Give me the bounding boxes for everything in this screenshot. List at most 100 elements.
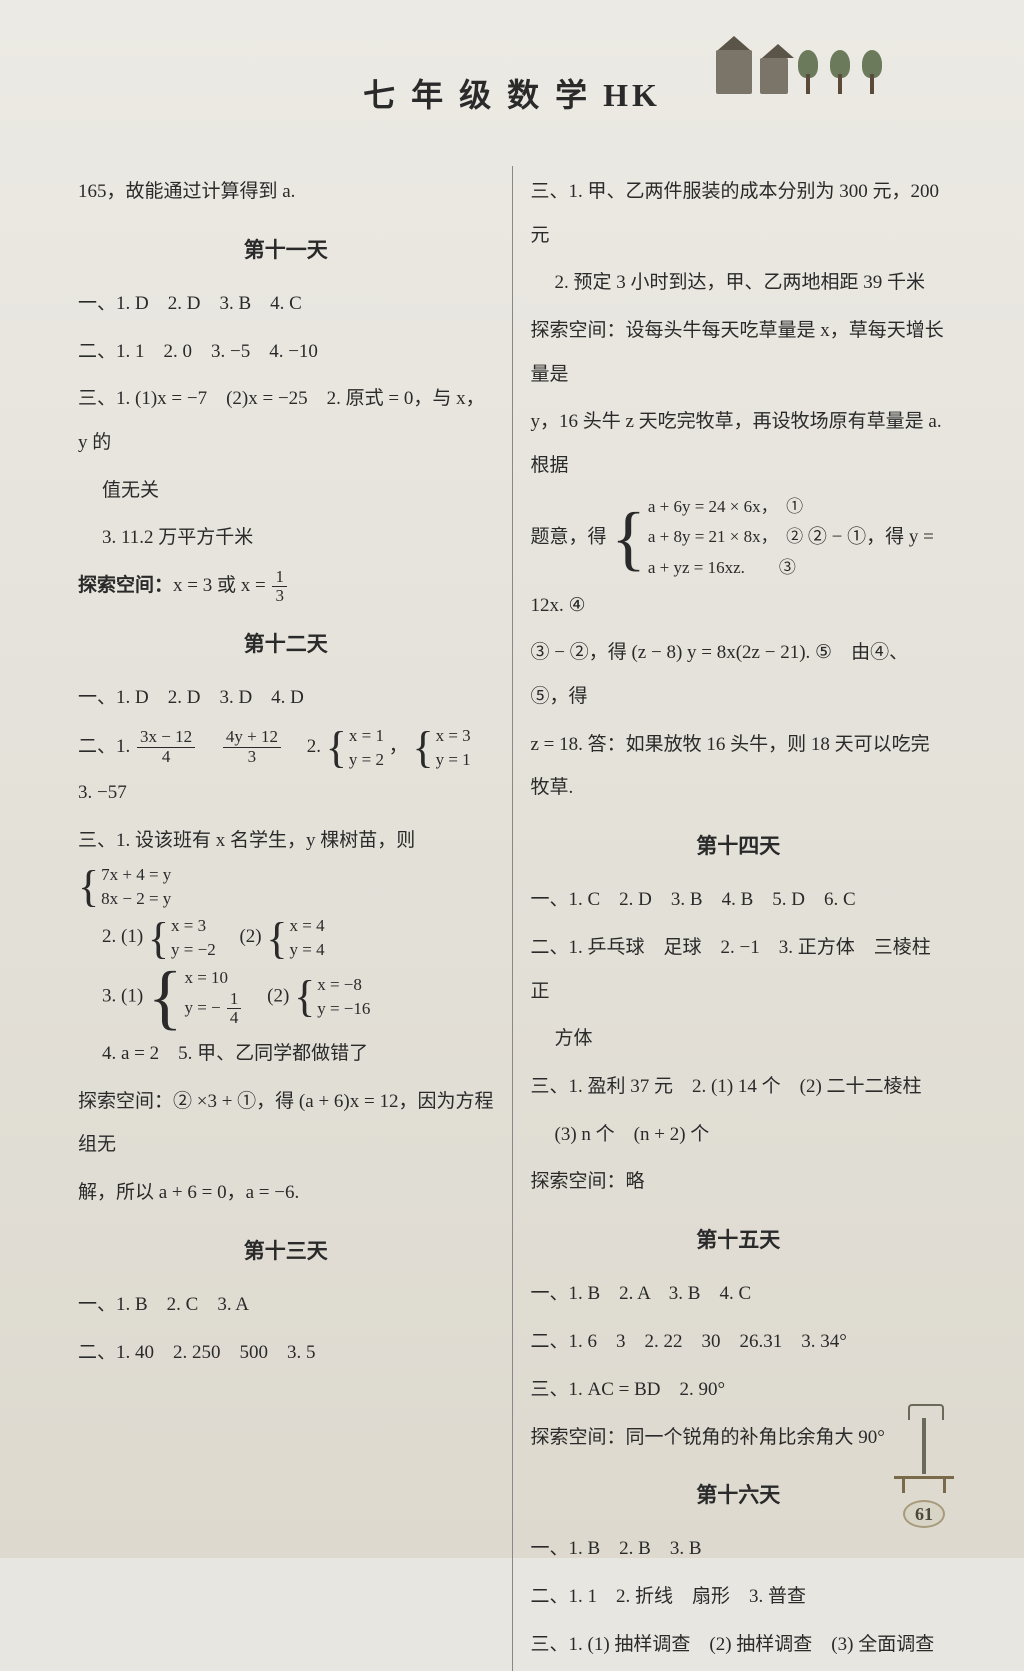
equation: x = 1 (349, 724, 384, 748)
equation: a + 6y = 24 × 6x， ① (648, 492, 803, 523)
brace-icon: { (294, 979, 315, 1014)
answer-line: (3) n 个 (n + 2) 个 (531, 1113, 947, 1157)
brace-system: { x = 3 y = 1 (412, 724, 470, 772)
answer-line: 2. 预定 3 小时到达，甲、乙两地相距 39 千米 (531, 261, 947, 305)
answer-line: 二、1. 1 2. 折线 扇形 3. 普查 (531, 1575, 947, 1619)
brace-system: { x = 1 y = 2 (326, 724, 384, 772)
answer-line: 2. (1) { x = 3 y = −2 (2) { x = 4 y = 4 (78, 914, 494, 962)
explore-line: z = 18. 答：如果放牧 16 头牛，则 18 天可以吃完牧草. (531, 723, 947, 810)
brace-system: { 7x + 4 = y 8x − 2 = y (78, 863, 171, 911)
content-columns: 165，故能通过计算得到 a. 第十一天 一、1. D 2. D 3. B 4.… (60, 166, 964, 1671)
label: (2) (239, 927, 261, 948)
label: 二、1. (78, 736, 130, 757)
page-number: 61 (903, 1500, 945, 1528)
brace-icon: { (266, 921, 287, 956)
fraction: 1 3 (272, 568, 287, 606)
brace-content: a + 6y = 24 × 6x， ① a + 8y = 21 × 8x， ② … (648, 492, 803, 584)
equation: x = 4 (290, 914, 325, 938)
bench-icon (894, 1476, 954, 1496)
answer-line: 一、1. B 2. A 3. B 4. C (531, 1272, 947, 1316)
answer-line: 一、1. C 2. D 3. B 4. B 5. D 6. C (531, 878, 947, 922)
brace-content: 7x + 4 = y 8x − 2 = y (101, 863, 171, 911)
denominator: 3 (272, 587, 287, 606)
answer-line: 3. (1) { x = 10 y = − 1 4 ( (78, 966, 494, 1028)
answer-line: 二、1. 1 2. 0 3. −5 4. −10 (78, 330, 494, 374)
equation: y = − 1 4 (184, 990, 243, 1028)
explore-label: 探索空间： (78, 575, 173, 596)
intro-line: 165，故能通过计算得到 a. (78, 170, 494, 214)
brace-content: x = 4 y = 4 (290, 914, 325, 962)
lamp-icon (914, 1404, 934, 1474)
brace-content: x = 10 y = − 1 4 (184, 966, 243, 1028)
brace-content: x = 3 y = −2 (171, 914, 216, 962)
explore-line: ③ − ②，得 (z − 8) y = 8x(2z − 21). ⑤ 由④、⑤，… (531, 631, 947, 718)
brace-icon: { (611, 513, 646, 563)
answer-line: 二、1. 3x − 12 4 4y + 12 3 2. { x = 1 y = … (78, 724, 494, 815)
equation: 8x − 2 = y (101, 887, 171, 911)
explore-line: 题意，得 { a + 6y = 24 × 6x， ① a + 8y = 21 ×… (531, 492, 947, 627)
equation: y = −16 (317, 997, 370, 1021)
explore-line: y，16 头牛 z 天吃完牧草，再设牧场原有草量是 a. 根据 (531, 400, 947, 487)
answer-line: 三、1. 盈利 37 元 2. (1) 14 个 (2) 二十二棱柱 (531, 1065, 947, 1109)
answer-line: 方体 (531, 1017, 947, 1061)
text: 题意，得 (531, 526, 607, 547)
equation: y = 1 (436, 748, 471, 772)
numerator: 1 (272, 568, 287, 588)
answer-line: 二、1. 40 2. 250 500 3. 5 (78, 1331, 494, 1375)
denominator: 4 (137, 748, 195, 767)
tree-icon (796, 50, 820, 94)
label: 3. (1) (102, 985, 143, 1006)
page-container: 七 年 级 数 学 HK 165，故能通过计算得到 a. 第十一天 一、1. D… (0, 0, 1024, 1558)
equation: x = 10 (184, 966, 243, 990)
brace-icon: { (148, 921, 169, 956)
text: y = − (184, 998, 220, 1017)
brace-icon: { (78, 869, 99, 904)
answer-line: 3. 11.2 万平方千米 (78, 516, 494, 560)
header-decoration (716, 50, 884, 94)
day14-title: 第十四天 (531, 822, 947, 870)
tree-icon (828, 50, 852, 94)
answer-line: 三、1. AC = BD 2. 90° (531, 1368, 947, 1412)
answer-line: 二、1. 乒乓球 足球 2. −1 3. 正方体 三棱柱 正 (531, 926, 947, 1013)
day15-title: 第十五天 (531, 1216, 947, 1264)
answer-line: 值无关 (78, 469, 494, 513)
equation: a + 8y = 21 × 8x， ② (648, 522, 803, 553)
equation: 7x + 4 = y (101, 863, 171, 887)
brace-content: x = 1 y = 2 (349, 724, 384, 772)
explore-line: 探索空间：② ×3 + ①，得 (a + 6)x = 12，因为方程组无 (78, 1080, 494, 1167)
equation: x = 3 (436, 724, 471, 748)
explore-line: 探索空间：同一个锐角的补角比余角大 90° (531, 1416, 947, 1460)
answer-line: 一、1. D 2. D 3. D 4. D (78, 676, 494, 720)
answer-line: 三、1. (1) 抽样调查 (2) 抽样调查 (3) 全面调查 (531, 1623, 947, 1667)
explore-line: 探索空间：略 (531, 1160, 947, 1204)
label: 2. (307, 736, 321, 757)
brace-content: x = 3 y = 1 (436, 724, 471, 772)
equation: x = −8 (317, 973, 370, 997)
fraction: 1 4 (227, 990, 242, 1028)
brace-system: { x = 10 y = − 1 4 (148, 966, 244, 1028)
answer-line: 4. a = 2 5. 甲、乙同学都做错了 (78, 1032, 494, 1076)
day12-title: 第十二天 (78, 620, 494, 668)
label: 2. (1) (102, 927, 143, 948)
equation: x = 3 (171, 914, 216, 938)
brace-icon: { (148, 972, 183, 1022)
answer-line: 一、1. B 2. C 3. A (78, 1283, 494, 1327)
house-icon (760, 58, 788, 94)
equation: a + yz = 16xz. ③ (648, 553, 803, 584)
brace-system: { x = 3 y = −2 (148, 914, 216, 962)
fraction: 4y + 12 3 (223, 728, 281, 766)
denominator: 3 (223, 748, 281, 767)
day16-title: 第十六天 (531, 1471, 947, 1519)
answer-line: 三、1. (1)x = −7 (2)x = −25 2. 原式 = 0，与 x，… (78, 377, 494, 464)
label: 3. −57 (78, 782, 127, 803)
answer-line: 一、1. B 2. B 3. B (531, 1527, 947, 1571)
brace-system: { x = −8 y = −16 (294, 973, 370, 1021)
text: x = 3 或 x = (173, 575, 266, 596)
answer-line: 三、1. 设该班有 x 名学生，y 棵树苗，则 { 7x + 4 = y 8x … (78, 819, 494, 910)
equation: y = 4 (290, 938, 325, 962)
brace-content: x = −8 y = −16 (317, 973, 370, 1021)
day11-title: 第十一天 (78, 226, 494, 274)
equation: y = 2 (349, 748, 384, 772)
numerator: 3x − 12 (137, 728, 195, 748)
tree-icon (860, 50, 884, 94)
